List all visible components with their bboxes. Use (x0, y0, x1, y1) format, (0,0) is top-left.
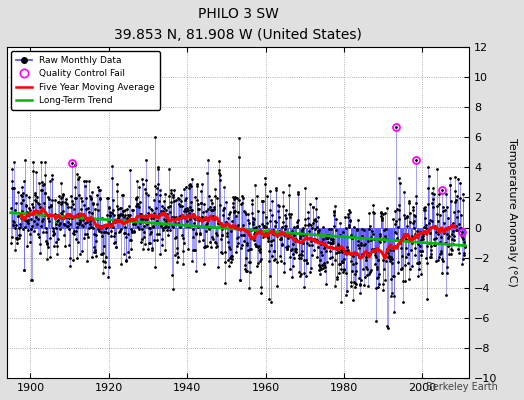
Title: PHILO 3 SW
39.853 N, 81.908 W (United States): PHILO 3 SW 39.853 N, 81.908 W (United St… (114, 7, 362, 42)
Text: Berkeley Earth: Berkeley Earth (426, 382, 498, 392)
Legend: Raw Monthly Data, Quality Control Fail, Five Year Moving Average, Long-Term Tren: Raw Monthly Data, Quality Control Fail, … (12, 51, 160, 110)
Y-axis label: Temperature Anomaly (°C): Temperature Anomaly (°C) (507, 138, 517, 287)
